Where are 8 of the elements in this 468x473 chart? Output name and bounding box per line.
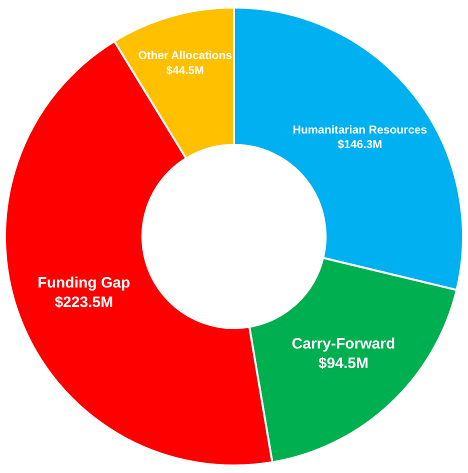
slice-label: Humanitarian Resources <box>292 124 428 136</box>
data-label: $223.5M <box>54 294 114 312</box>
slice-label: Carry-Forward <box>292 335 396 352</box>
slice-label: Other Allocations <box>138 50 232 62</box>
data-label: $94.5M <box>318 354 368 372</box>
slice-label: Funding Gap <box>38 274 130 292</box>
data-label: $44.5M <box>166 64 204 77</box>
data-label: $146.3M <box>338 139 382 152</box>
